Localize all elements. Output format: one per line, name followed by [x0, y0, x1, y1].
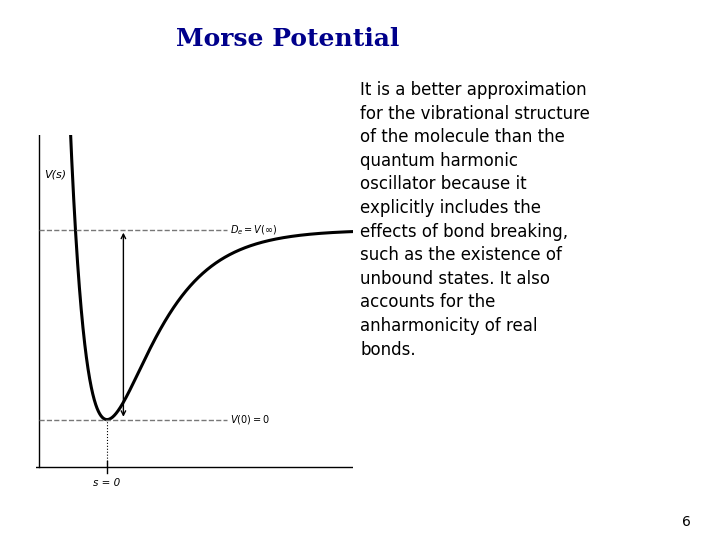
Text: V(s): V(s) [44, 169, 66, 179]
Text: $V(0) = 0$: $V(0) = 0$ [230, 413, 270, 426]
Text: It is a better approximation
for the vibrational structure
of the molecule than : It is a better approximation for the vib… [360, 81, 590, 359]
Text: $D_e = V(\infty)$: $D_e = V(\infty)$ [230, 223, 277, 237]
Text: Morse Potential: Morse Potential [176, 27, 400, 51]
Text: s = 0: s = 0 [94, 478, 121, 488]
Text: 6: 6 [683, 515, 691, 529]
